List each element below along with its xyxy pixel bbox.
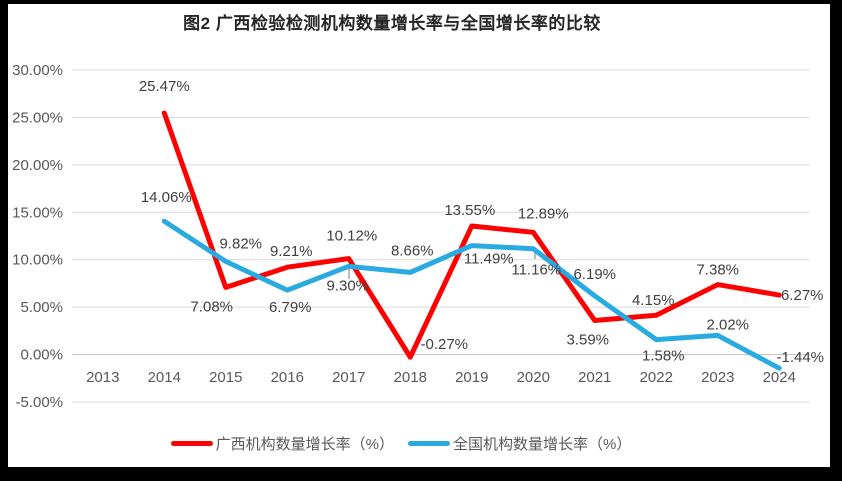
y-axis-tick-label: 5.00%	[20, 299, 63, 316]
y-axis-tick-label: 20.00%	[12, 157, 63, 174]
data-label: 11.49%	[464, 251, 514, 268]
data-label: 4.15%	[632, 292, 675, 309]
x-axis-tick-label: 2013	[86, 369, 119, 386]
y-axis-tick-label: 25.00%	[12, 109, 63, 126]
x-axis-tick-label: 2016	[271, 369, 304, 386]
x-axis-tick-label: 2015	[209, 369, 242, 386]
data-label: 6.27%	[781, 287, 824, 304]
data-label: 2.02%	[706, 316, 749, 333]
chart-title: 图2 广西检验检测机构数量增长率与全国增长率的比较	[183, 14, 601, 33]
legend-item-guangxi: 广西机构数量增长率（%）	[170, 433, 394, 454]
chart-legend: 广西机构数量增长率（%） 全国机构数量增长率（%）	[0, 431, 802, 455]
data-label: 10.12%	[326, 228, 377, 245]
x-axis-tick-label: 2021	[578, 369, 611, 386]
legend-item-national: 全国机构数量增长率（%）	[408, 433, 631, 454]
legend-label-national: 全国机构数量增长率（%）	[453, 435, 632, 453]
x-axis-tick-label: 2023	[701, 369, 734, 386]
data-label: 13.55%	[444, 202, 495, 219]
data-label: 14.06%	[141, 189, 192, 206]
y-axis-tick-label: 30.00%	[12, 62, 63, 79]
national-series-swatch-icon	[408, 440, 450, 446]
x-axis-tick-label: 2022	[640, 369, 673, 386]
data-label: 6.79%	[269, 299, 312, 316]
data-label: 3.59%	[566, 332, 609, 349]
x-axis-tick-label: 2017	[332, 369, 365, 386]
y-axis-tick-label: 10.00%	[12, 252, 63, 269]
data-label: 25.47%	[139, 78, 190, 95]
data-label: 9.21%	[270, 243, 313, 260]
data-label: 1.58%	[642, 348, 685, 365]
data-label: 6.19%	[573, 266, 616, 283]
data-label: 11.16%	[511, 262, 561, 279]
data-label: -0.27%	[420, 336, 468, 353]
x-axis-tick-label: 2024	[763, 369, 796, 386]
y-axis-tick-label: 15.00%	[12, 204, 63, 221]
data-label: 7.08%	[190, 298, 233, 315]
legend-label-guangxi: 广西机构数量增长率（%）	[215, 435, 394, 453]
y-axis-tick-label: 0.00%	[20, 347, 63, 364]
data-label: 9.30%	[326, 277, 369, 294]
data-label: 7.38%	[696, 262, 739, 279]
x-axis-tick-label: 2014	[148, 369, 181, 386]
x-axis-tick-label: 2020	[517, 369, 550, 386]
x-axis-tick-label: 2018	[394, 369, 427, 386]
y-axis-tick-label: -5.00%	[15, 394, 63, 411]
data-label: 8.66%	[391, 242, 434, 259]
series-line-national	[161, 218, 782, 371]
x-axis-tick-label: 2019	[455, 369, 488, 386]
data-label: -1.44%	[776, 349, 824, 366]
series-line-guangxi	[161, 110, 782, 360]
data-label: 12.89%	[518, 205, 569, 222]
data-label: 9.82%	[219, 235, 262, 252]
guangxi-series-swatch-icon	[170, 440, 213, 446]
